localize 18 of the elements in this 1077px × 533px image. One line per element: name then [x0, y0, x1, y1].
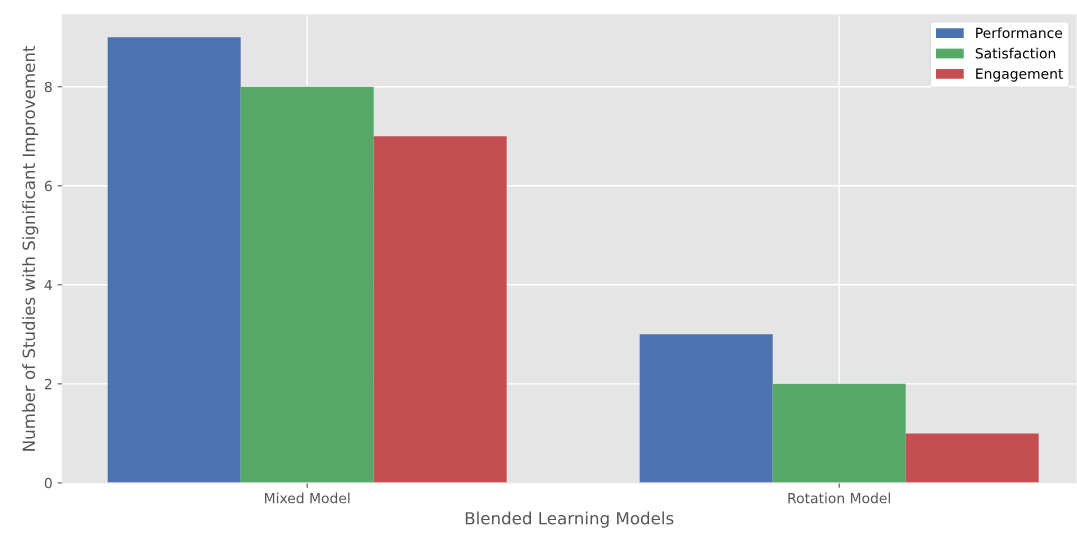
y-tick-label: 6: [44, 180, 52, 192]
y-axis-title: Number of Studies with Significant Improvement: [22, 45, 39, 451]
bar: [905, 433, 1039, 483]
legend-label: Satisfaction: [975, 47, 1056, 59]
y-tick-label: 8: [44, 81, 52, 93]
x-tick-label: Mixed Model: [264, 492, 350, 504]
bar: [107, 37, 241, 483]
x-tick-label: Rotation Model: [788, 492, 890, 504]
y-tick-label: 4: [44, 279, 52, 291]
x-axis-title: Blended Learning Models: [465, 511, 674, 528]
bar: [772, 383, 906, 483]
bar: [373, 136, 507, 483]
legend-label: Performance: [976, 27, 1063, 39]
legend-label: Engagement: [976, 68, 1064, 82]
bar: [240, 86, 374, 483]
bar: [639, 334, 773, 483]
y-tick-label: 0: [44, 477, 52, 489]
y-tick-label: 2: [44, 378, 52, 390]
